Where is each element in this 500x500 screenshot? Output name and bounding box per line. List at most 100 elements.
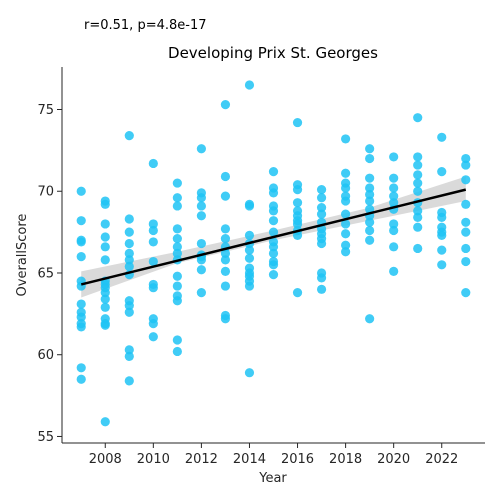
data-point: [268, 227, 279, 237]
data-point: [124, 345, 134, 355]
data-point: [461, 227, 471, 237]
data-point: [365, 153, 375, 164]
y-tick-label: 55: [37, 430, 54, 445]
data-points-layer: [76, 80, 471, 427]
data-point: [100, 320, 110, 330]
data-point: [148, 319, 158, 329]
data-point: [196, 144, 206, 154]
data-point: [76, 374, 86, 384]
y-axis-label: OverallScore: [15, 214, 30, 297]
data-point: [292, 219, 303, 229]
data-point: [220, 255, 231, 265]
data-point: [268, 242, 279, 252]
data-point: [124, 261, 134, 272]
data-point: [196, 255, 206, 265]
data-point: [100, 417, 110, 427]
data-point: [461, 243, 471, 254]
data-point: [365, 314, 375, 324]
data-point: [461, 217, 471, 227]
data-point: [100, 255, 110, 265]
data-point: [196, 193, 206, 203]
x-tick-label: 2020: [377, 452, 410, 467]
x-ticks: 2008 2010 2012 2014 2016 2018 2020 2022: [89, 443, 458, 467]
data-point: [172, 224, 182, 234]
data-point: [124, 301, 134, 311]
data-point: [268, 206, 279, 216]
data-point: [124, 227, 134, 237]
data-point: [437, 230, 447, 240]
data-point: [100, 199, 110, 209]
data-point: [100, 242, 110, 252]
data-point: [389, 191, 399, 201]
data-point: [292, 185, 303, 195]
data-point: [124, 214, 134, 224]
data-point: [220, 191, 231, 201]
data-point: [461, 199, 471, 209]
data-point: [341, 168, 351, 178]
y-ticks: 55 60 65 70 75: [37, 103, 62, 445]
data-point: [341, 134, 351, 144]
data-point: [172, 346, 182, 357]
x-tick-label: 2022: [425, 452, 458, 467]
regression-line: [80, 188, 467, 286]
data-point: [124, 238, 134, 249]
data-point: [100, 302, 110, 312]
data-point: [124, 248, 134, 258]
data-point: [244, 245, 255, 255]
data-point: [365, 183, 375, 193]
x-tick-label: 2010: [137, 452, 170, 467]
data-point: [389, 225, 399, 236]
data-point: [220, 281, 231, 291]
regression-line-layer: [80, 188, 467, 286]
data-point: [220, 171, 231, 182]
data-point: [389, 219, 399, 229]
data-point: [172, 271, 182, 281]
data-point: [341, 219, 351, 229]
data-point: [220, 248, 231, 258]
x-axis-label: Year: [258, 471, 287, 486]
data-point: [124, 307, 134, 317]
data-point: [437, 212, 447, 222]
data-point: [413, 186, 423, 196]
data-point: [244, 281, 255, 291]
data-point: [100, 232, 110, 242]
data-point: [413, 160, 423, 170]
data-point: [461, 288, 471, 298]
x-tick-label: 2018: [329, 452, 362, 467]
data-point: [196, 201, 206, 211]
data-point: [148, 219, 158, 229]
data-point: [389, 183, 399, 193]
data-point: [316, 284, 327, 294]
data-point: [172, 248, 182, 258]
data-point: [172, 193, 182, 203]
data-point: [316, 185, 327, 195]
data-point: [365, 235, 375, 245]
data-point: [244, 201, 255, 211]
data-point: [268, 167, 279, 177]
data-point: [316, 238, 327, 249]
data-point: [437, 132, 447, 142]
data-point: [244, 230, 255, 240]
data-point: [172, 178, 182, 188]
data-point: [76, 299, 86, 309]
data-point: [365, 173, 375, 183]
data-point: [461, 256, 471, 267]
data-point: [365, 144, 375, 154]
data-point: [76, 216, 86, 226]
data-point: [437, 260, 447, 270]
data-point: [244, 80, 255, 90]
data-point: [341, 247, 351, 257]
data-point: [268, 188, 279, 198]
data-point: [365, 217, 375, 227]
data-point: [244, 368, 255, 378]
data-point: [413, 243, 423, 254]
data-point: [172, 335, 182, 345]
data-point: [220, 314, 231, 324]
y-tick-label: 75: [37, 103, 54, 118]
data-point: [341, 196, 351, 206]
data-point: [461, 153, 471, 164]
x-tick-label: 2016: [281, 452, 314, 467]
y-tick-label: 60: [37, 348, 54, 363]
correlation-annotation: r=0.51, p=4.8e-17: [84, 18, 207, 33]
data-point: [220, 100, 231, 110]
